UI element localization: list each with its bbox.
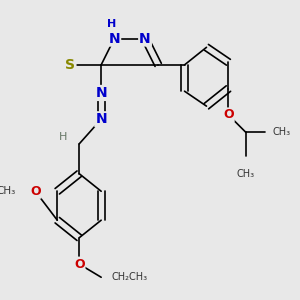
Text: N: N [95, 112, 107, 126]
Text: CH₃: CH₃ [272, 128, 290, 137]
Text: O: O [223, 108, 234, 122]
Text: O: O [74, 258, 85, 271]
Text: N: N [95, 86, 107, 100]
Text: O: O [30, 185, 41, 198]
Text: CH₃: CH₃ [237, 169, 255, 179]
Text: H: H [107, 19, 116, 28]
Text: CH₂CH₃: CH₂CH₃ [112, 272, 148, 282]
Text: CH₃: CH₃ [0, 186, 16, 196]
Text: S: S [65, 58, 75, 72]
Text: H: H [59, 132, 68, 142]
Text: N: N [109, 32, 120, 46]
Text: N: N [139, 32, 151, 46]
